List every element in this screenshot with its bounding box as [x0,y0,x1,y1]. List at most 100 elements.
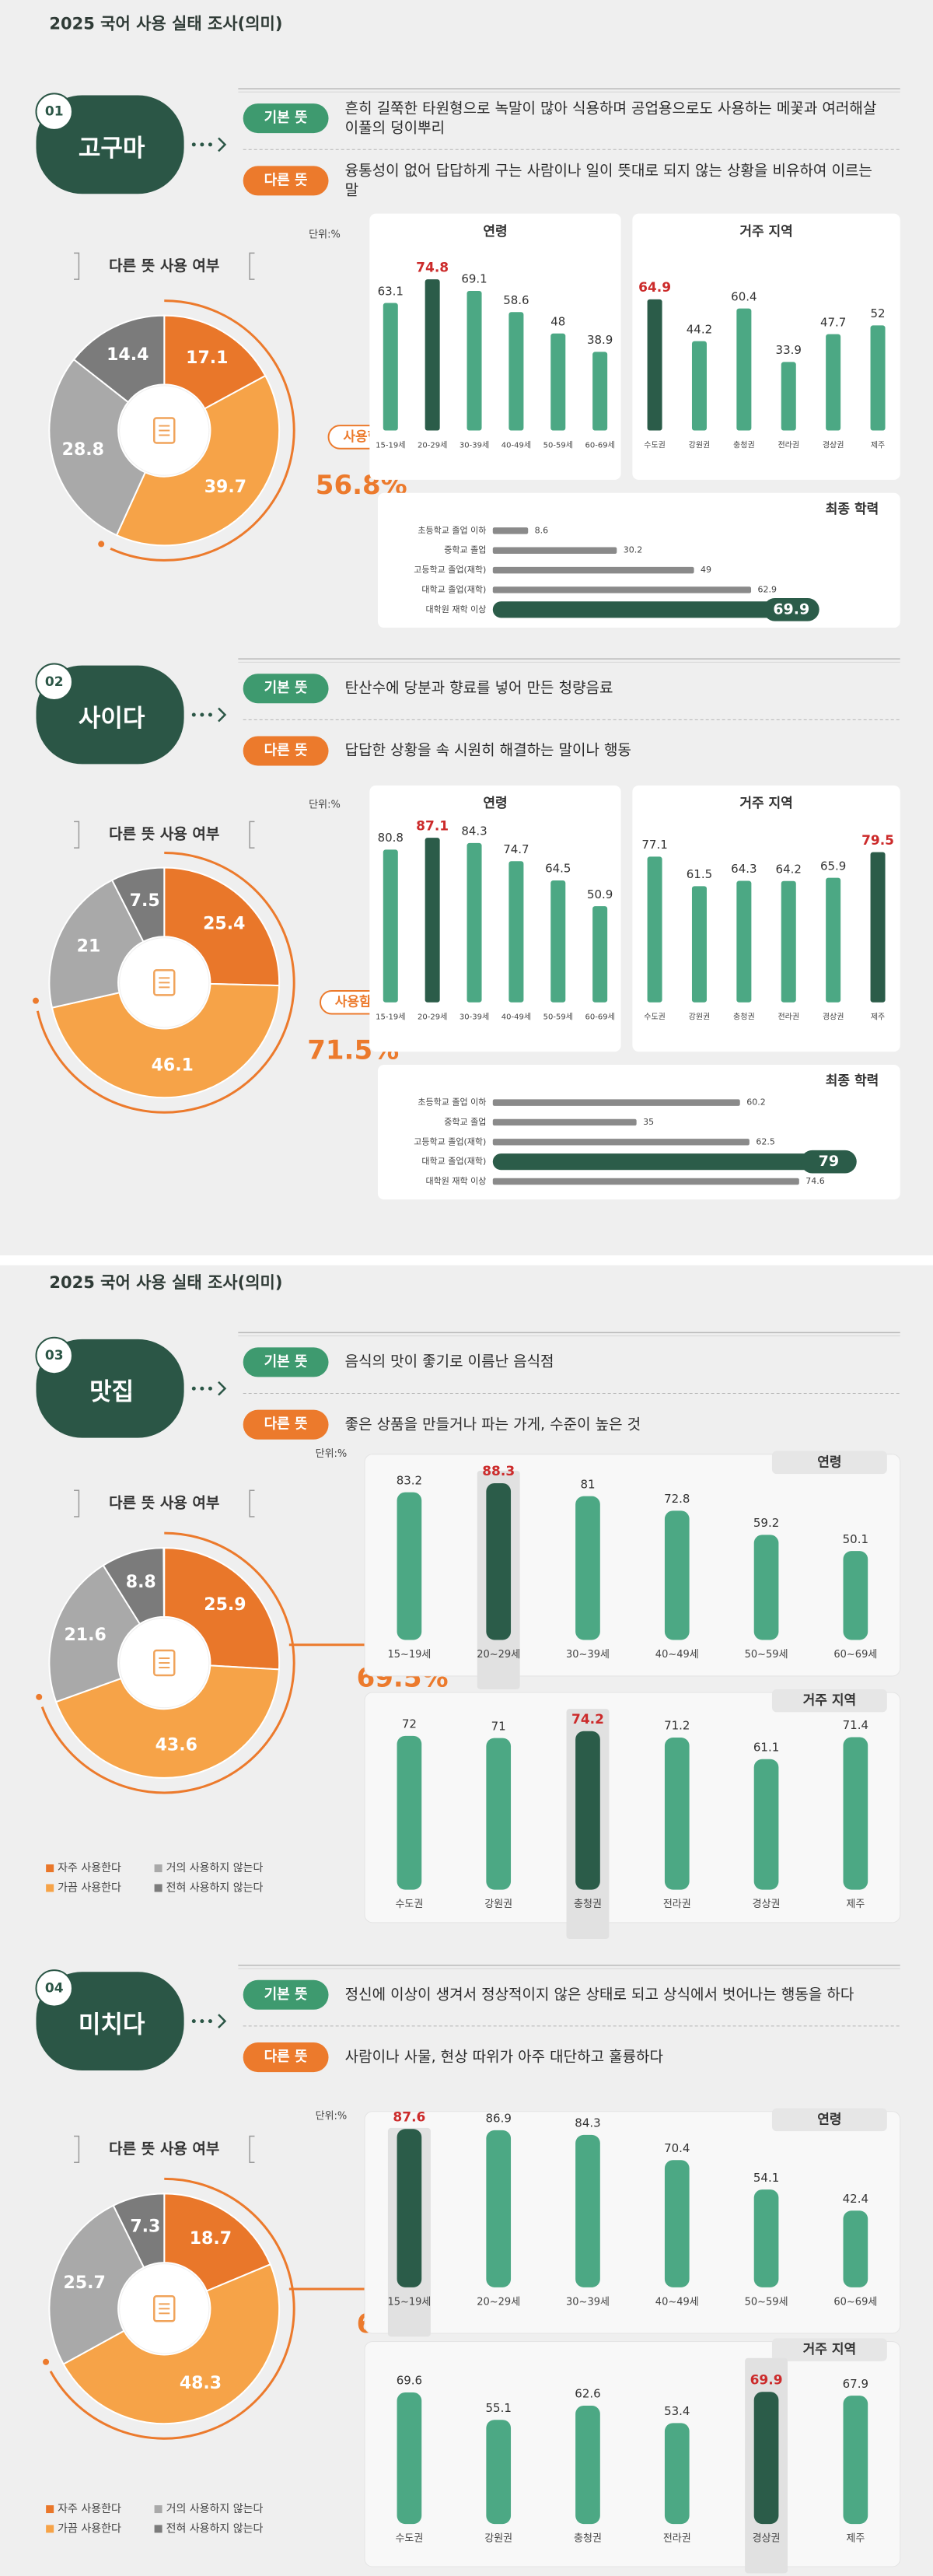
edu-value-label: 35 [643,1117,654,1127]
bar [647,299,662,431]
donut-label: 8.8 [126,1573,156,1592]
bar-category-label: 20~29세 [477,2296,520,2308]
bar [466,842,482,1003]
number-badge [35,93,73,131]
meaning-pill [243,2042,329,2073]
bar-value-label: 52 [871,306,886,320]
bar-category-label: 40~49세 [655,1649,699,1661]
meaning-text: 답답한 상황을 속 시원히 해결하는 말이나 행동 [344,742,632,760]
connector-dot [200,712,204,717]
bar [397,1492,422,1640]
donut-segment [48,879,145,1009]
chart-title-tab [771,1451,887,1475]
chart-title: 거주 지역 [739,796,792,811]
bar-value-label: 69.1 [461,272,487,286]
donut-segment [163,314,267,410]
word-badge [36,665,184,765]
edu-bar [492,1153,818,1171]
meaning-pill [243,1347,329,1377]
bar-value-label: 59.2 [753,1516,779,1530]
meaning-pill [243,103,329,134]
bar [397,2129,422,2287]
legend-label: 거의 사용하지 않는다 [166,2503,264,2515]
edu-bar [492,586,752,593]
chart-title: 연령 [483,223,507,240]
bar [664,1510,690,1640]
legend-swatch [154,2525,162,2533]
donut-label: 7.5 [130,891,160,911]
bar [397,2392,422,2525]
meaning-pill [243,736,329,766]
bar-category-label: 전라권 [663,1899,691,1910]
donut-label: 21 [77,937,101,957]
edu-value-label: 30.2 [624,545,643,555]
bar-category-label: 60-69세 [585,441,615,450]
used-arc-end [36,1693,43,1700]
edu-bar [492,547,617,554]
title-bracket [249,252,255,280]
bar-value-label: 50.1 [843,1532,868,1546]
bar [870,325,886,431]
chart-title: 최종 학력 [826,1073,879,1089]
connector-arrow [218,2014,227,2028]
word-number: 01 [45,104,64,120]
connector-dot [208,712,212,717]
bar [383,303,398,431]
bar-value-label: 69.9 [750,2372,783,2388]
bar [397,1735,422,1890]
bar [753,1535,779,1640]
bar [691,341,707,431]
unit-label: 단위:% [316,1448,348,1460]
edu-value-label: 62.5 [756,1136,775,1146]
bar-value-label: 77.1 [641,838,667,852]
connector-dot [208,2019,212,2024]
bar-value-label: 54.1 [753,2171,779,2185]
bar [550,333,566,431]
meaning-pill-label: 다른 뜻 [264,2049,308,2065]
number-badge [35,663,73,701]
bar-value-label: 60.4 [731,289,757,303]
bar-category-label: 경상권 [753,2533,781,2545]
bar-value-label: 42.4 [843,2192,868,2206]
chart-panel [369,785,621,1052]
connector-dot [191,1386,196,1391]
bar-category-label: 전라권 [778,441,799,450]
edu-label: 대학교 졸업(재학) [421,1157,486,1167]
meaning-pill [243,166,329,196]
donut-label: 46.1 [152,1055,194,1075]
donut-segment [51,982,281,1099]
donut-label: 39.7 [204,478,246,497]
bar [753,2189,779,2287]
bar-category-label: 강원권 [484,2533,512,2545]
bar-value-label: 72 [402,1717,417,1731]
title-bracket [249,821,255,849]
bar [664,1738,690,1890]
bar-value-label: 64.9 [638,280,671,296]
bar-value-label: 87.1 [416,818,449,834]
bar-value-label: 38.9 [587,333,613,347]
bar-value-label: 48 [550,315,565,329]
bar-value-label: 71.2 [664,1719,690,1733]
bar-category-label: 15-19세 [376,1013,405,1022]
bar-value-label: 79.5 [861,833,894,849]
used-arc [40,1531,295,1794]
bar-category-label: 충청권 [574,2533,602,2545]
word-badge [36,1972,184,2070]
bar-value-label: 72.8 [664,1492,690,1506]
bar [843,2396,868,2525]
bar-value-label: 55.1 [485,2401,511,2415]
donut-label: 43.6 [156,1735,197,1755]
word-number: 02 [45,674,64,690]
donut-segment [54,1664,280,1779]
bar [691,886,707,1003]
meaning-pill-label: 다른 뜻 [264,742,308,758]
bar-category-label: 60~69세 [833,1649,877,1661]
unit-label: 단위:% [316,2111,348,2123]
bar-category-label: 20-29세 [418,1013,447,1022]
word-number: 04 [45,1980,64,1996]
donut-segment [72,314,166,404]
bar [486,1738,512,1890]
number-badge [35,1336,73,1375]
donut-label: 25.9 [204,1595,246,1615]
edu-label: 대학원 재학 이상 [426,1176,487,1186]
